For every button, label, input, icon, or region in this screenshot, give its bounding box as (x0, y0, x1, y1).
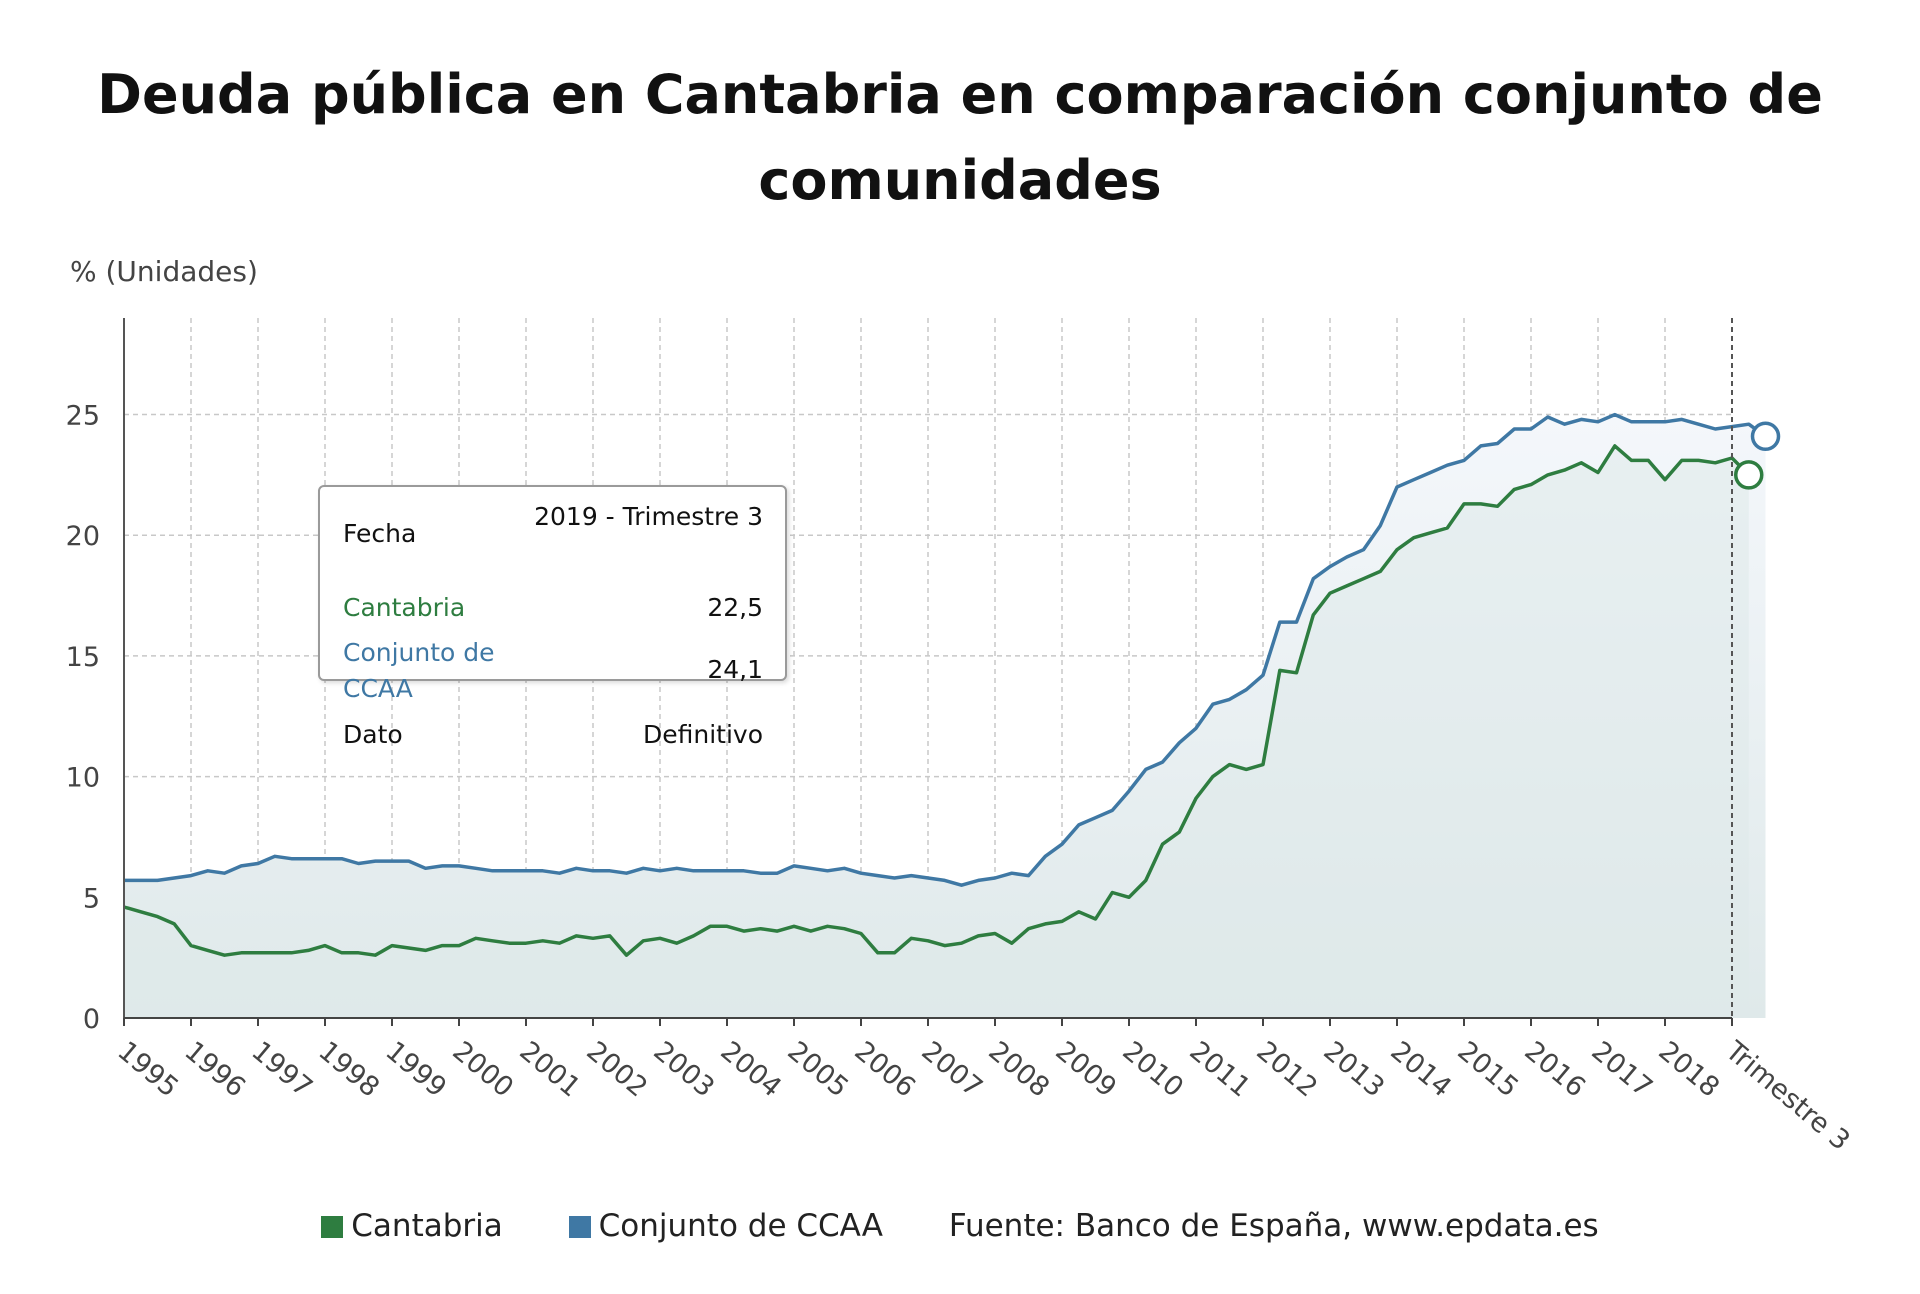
x-tick-label: 2011 (1184, 1036, 1257, 1104)
x-tick-label: 2012 (1251, 1036, 1324, 1104)
series-line-cantabria (123, 444, 1751, 957)
tooltip-dato-label: Dato (343, 720, 403, 749)
tooltip-dato-value: Definitivo (642, 720, 763, 749)
tooltip-ccaa-value: 24,1 (707, 655, 763, 684)
x-tick-label: 2003 (648, 1036, 721, 1104)
tooltip-ccaa-label: Conjunto de CCAA (343, 638, 495, 703)
x-tick-label: 2002 (581, 1036, 654, 1104)
x-tick-label: 2015 (1452, 1036, 1525, 1104)
end-marker-cantabria (1734, 460, 1764, 490)
x-tick-label: 1999 (380, 1036, 453, 1104)
y-tick-label: 0 (83, 1004, 100, 1035)
legend-item-cantabria[interactable]: Cantabria (321, 1208, 503, 1244)
x-tick-label: 2017 (1586, 1036, 1659, 1104)
x-tick-label: 2001 (514, 1036, 587, 1104)
y-axis-unit-label: % (Unidades) (70, 255, 258, 288)
tooltip-fecha-value: 2019 - Trimestre 3 (534, 502, 763, 531)
x-tick-label: 2013 (1318, 1036, 1391, 1104)
y-tick-label: 10 (66, 763, 100, 794)
legend-item-ccaa[interactable]: Conjunto de CCAA (568, 1208, 883, 1244)
series-lines (123, 412, 1767, 957)
x-tick-label: 2009 (1050, 1036, 1123, 1104)
y-tick-label: 5 (83, 883, 100, 914)
x-tick-label: 2007 (916, 1036, 989, 1104)
x-tick-label: 2000 (447, 1036, 520, 1104)
x-tick-label: 1995 (112, 1036, 185, 1104)
x-tick-label: 1997 (246, 1036, 319, 1104)
end-markers (1734, 421, 1781, 490)
legend-swatch-cantabria (321, 1216, 344, 1238)
tooltip-cantabria-value: 22,5 (707, 593, 763, 622)
legend-swatch-ccaa (568, 1216, 591, 1238)
tooltip-cantabria-label: Cantabria (343, 593, 466, 622)
y-tick-label: 20 (66, 521, 100, 552)
tooltip-row-fecha: Fecha 2019 - Trimestre 3 (343, 499, 763, 569)
x-tick-label: 2006 (849, 1036, 922, 1104)
legend-label-ccaa: Conjunto de CCAA (598, 1208, 883, 1244)
chart-title: Deuda pública en Cantabria en comparació… (97, 63, 1823, 212)
x-tick-label: 2010 (1117, 1036, 1190, 1104)
x-tick-label: 2014 (1385, 1036, 1458, 1104)
x-tick-label: 2005 (782, 1036, 855, 1104)
tooltip-row-ccaa: Conjunto de CCAA 24,1 (343, 635, 763, 710)
tooltip-fecha-label: Fecha (343, 519, 417, 548)
legend: Cantabria Conjunto de CCAA Fuente: Banco… (0, 1208, 1920, 1244)
x-tick-label: 2008 (983, 1036, 1056, 1104)
source-note: Fuente: Banco de España, www.epdata.es (948, 1208, 1599, 1244)
y-tick-label: 15 (66, 642, 100, 673)
x-tick-label: 2016 (1519, 1036, 1592, 1104)
series-line-ccaa (124, 412, 1767, 887)
end-marker-ccaa (1750, 421, 1781, 452)
x-tick-label: 2018 (1653, 1036, 1726, 1104)
x-tick-label: Trimestre 3 (1719, 1035, 1856, 1157)
tooltip: Fecha 2019 - Trimestre 3 Cantabria 22,5 … (318, 485, 787, 749)
legend-label-cantabria: Cantabria (351, 1208, 503, 1244)
x-tick-label: 1996 (179, 1036, 252, 1104)
x-tick-label: 2004 (715, 1036, 788, 1104)
x-tick-label: 1998 (313, 1036, 386, 1104)
y-tick-label: 25 (66, 401, 100, 432)
